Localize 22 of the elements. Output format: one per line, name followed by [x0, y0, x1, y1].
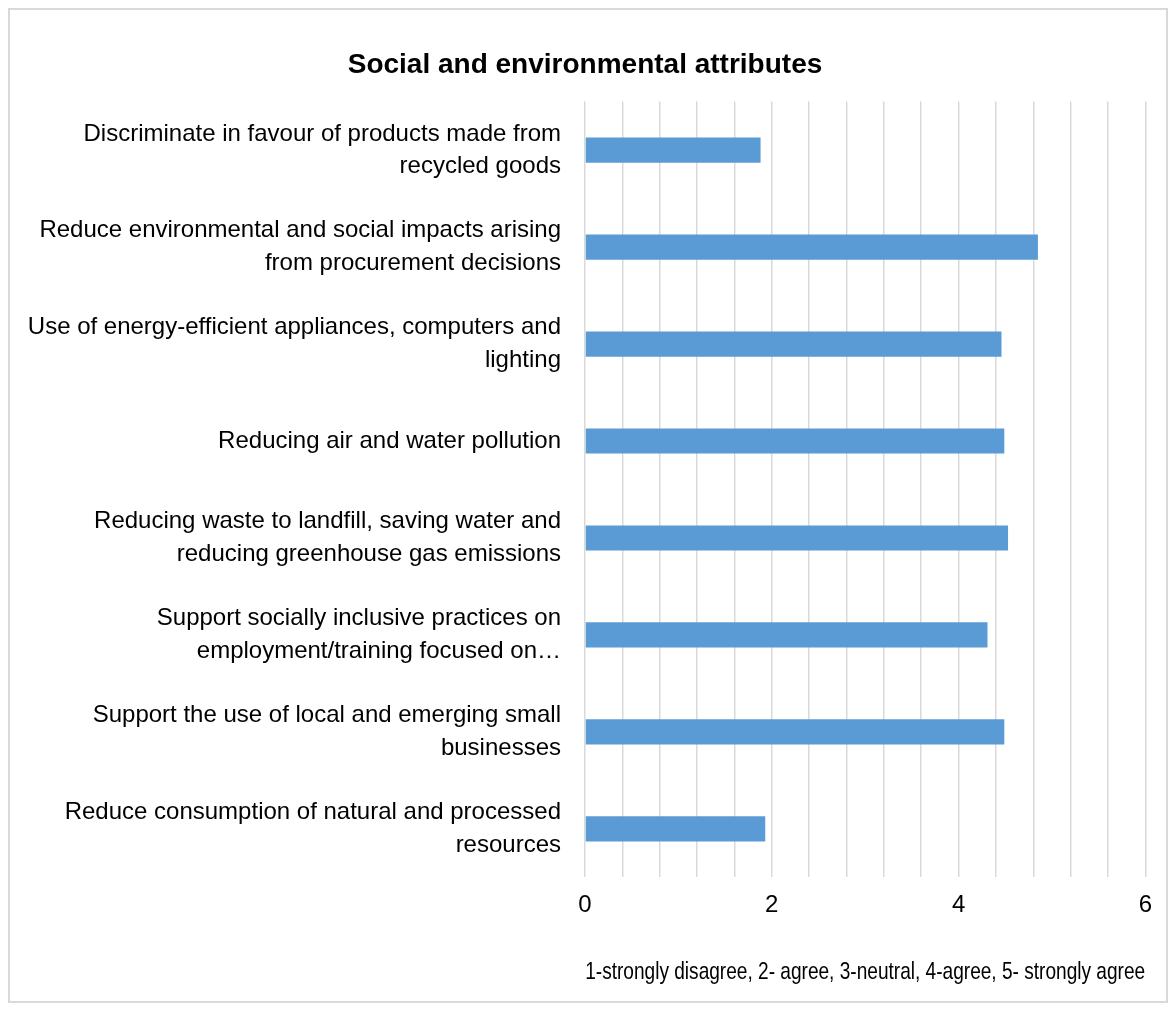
bar: [585, 234, 1038, 260]
x-tick-label: 0: [578, 890, 592, 918]
y-tick-label: Support the use of local and emerging small businesses: [92, 700, 561, 760]
bar: [585, 525, 1009, 551]
bar: [585, 428, 1005, 454]
y-tick-label: Reducing air and water pollution: [218, 425, 561, 453]
y-tick-label: Reduce consumption of natural and processed resources: [64, 797, 561, 857]
y-tick-label: Reduce environmental and social impacts arising from procurement decisions: [39, 215, 561, 275]
bar: [585, 331, 1002, 357]
x-axis-title: 1-strongly disagree, 2- agree, 3-neutral, 4-agree, 5- strongly agree: [585, 957, 1146, 985]
bar: [585, 719, 1005, 745]
bar: [585, 137, 761, 163]
y-tick-label: Discriminate in favour of products made from recycled goods: [83, 118, 561, 178]
x-tick-label: 4: [951, 890, 966, 918]
y-tick-label: Support socially inclusive practices on employment/training focused on…: [156, 603, 561, 663]
y-tick-label: Use of energy-efficient appliances, computers and lighting: [27, 312, 561, 372]
x-tick-label: 6: [1138, 890, 1153, 918]
bar: [585, 816, 766, 842]
bar: [585, 622, 988, 648]
x-tick-label: 2: [765, 890, 779, 918]
chart-title: Social and environmental attributes: [347, 47, 823, 79]
y-tick-label: Reducing waste to landfill, saving water and reducing greenhouse gas emissions: [94, 506, 561, 566]
